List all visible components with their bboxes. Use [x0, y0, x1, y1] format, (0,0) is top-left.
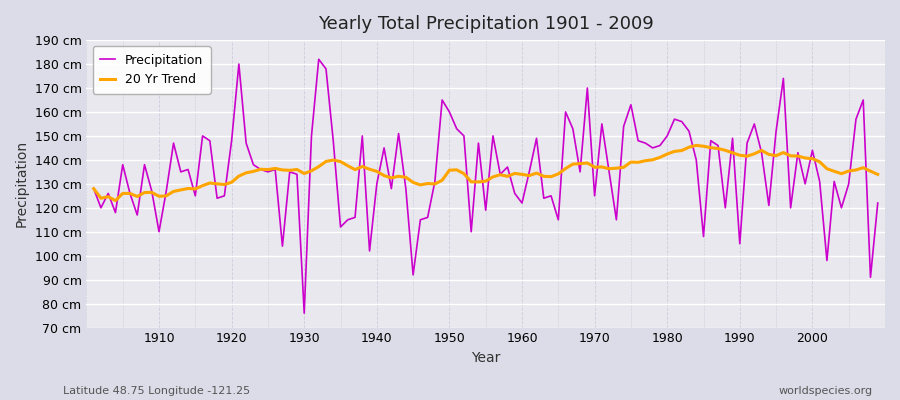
Precipitation — [299, 311, 310, 316]
20 Yr Trend — [691, 143, 702, 148]
20 Yr Trend — [524, 173, 535, 178]
20 Yr Trend — [872, 172, 883, 177]
Precipitation — [88, 186, 99, 191]
Precipitation — [147, 189, 158, 194]
Title: Yearly Total Precipitation 1901 - 2009: Yearly Total Precipitation 1901 - 2009 — [318, 15, 653, 33]
Precipitation — [313, 57, 324, 62]
Line: Precipitation: Precipitation — [94, 59, 878, 313]
20 Yr Trend — [88, 186, 99, 191]
Precipitation — [364, 248, 375, 253]
Precipitation — [618, 124, 629, 129]
Y-axis label: Precipitation: Precipitation — [15, 140, 29, 228]
Precipitation — [531, 136, 542, 141]
20 Yr Trend — [154, 194, 165, 199]
20 Yr Trend — [611, 166, 622, 170]
20 Yr Trend — [517, 172, 527, 177]
Precipitation — [872, 201, 883, 206]
20 Yr Trend — [357, 164, 368, 169]
20 Yr Trend — [110, 198, 121, 203]
Text: Latitude 48.75 Longitude -121.25: Latitude 48.75 Longitude -121.25 — [63, 386, 250, 396]
X-axis label: Year: Year — [471, 351, 500, 365]
Text: worldspecies.org: worldspecies.org — [778, 386, 873, 396]
Precipitation — [524, 170, 535, 174]
Precipitation — [320, 66, 331, 71]
Line: 20 Yr Trend: 20 Yr Trend — [94, 145, 878, 201]
Legend: Precipitation, 20 Yr Trend: Precipitation, 20 Yr Trend — [93, 46, 211, 94]
20 Yr Trend — [313, 164, 324, 169]
